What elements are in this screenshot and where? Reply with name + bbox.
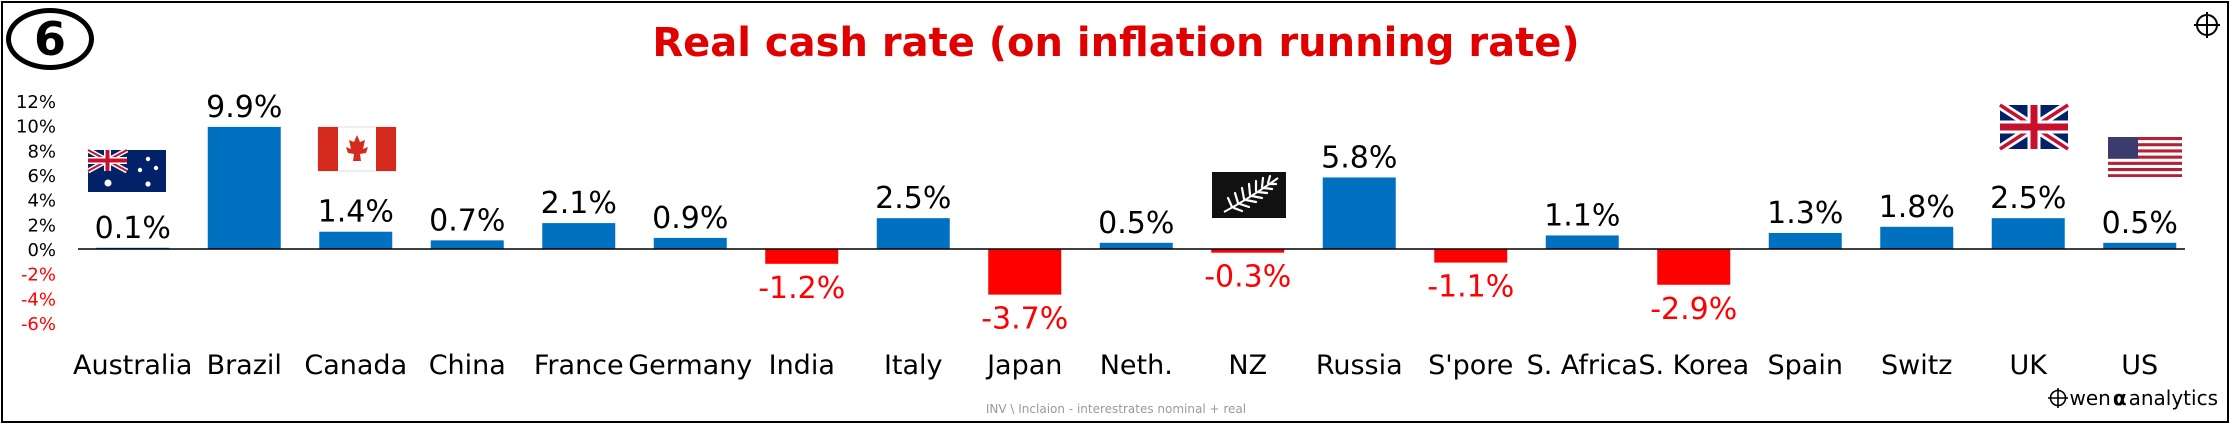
- category-label: Neth.: [1100, 350, 1173, 381]
- bar: [1322, 177, 1396, 249]
- data-label: 1.8%: [1879, 190, 1955, 225]
- y-tick-label: 12%: [16, 92, 56, 113]
- flags: [86, 101, 2182, 218]
- category-label: S. Africa: [1527, 350, 1638, 381]
- bar: [1768, 232, 1842, 249]
- brand-alpha: α: [2112, 386, 2127, 410]
- y-tick-label: 0%: [27, 240, 56, 261]
- y-tick-label: 6%: [27, 166, 56, 187]
- category-label: China: [429, 350, 506, 381]
- category-label: S. Korea: [1638, 350, 1749, 381]
- brand-crosshair-icon: [2047, 388, 2068, 408]
- y-tick-label: 2%: [27, 215, 56, 236]
- data-label: 0.5%: [1098, 206, 1174, 241]
- y-axis: 12% 10% 8% 6% 4% 2% 0% -2% -4% -6%: [16, 92, 56, 335]
- category-label: UK: [2010, 350, 2049, 381]
- y-tick-label: -4%: [21, 289, 56, 310]
- flag-australia: [86, 147, 166, 192]
- bar: [1434, 249, 1508, 263]
- y-tick-label: 8%: [27, 141, 56, 162]
- category-label: Switz: [1881, 350, 1952, 381]
- data-label: 0.1%: [95, 211, 171, 246]
- flag-uk: [1997, 101, 2071, 153]
- data-label: 1.4%: [318, 195, 394, 230]
- category-label: Italy: [884, 350, 943, 381]
- data-label: 2.5%: [1990, 181, 2066, 216]
- data-label: 0.5%: [2102, 206, 2178, 241]
- bars: [96, 126, 2177, 295]
- data-label: -2.9%: [1650, 292, 1737, 327]
- data-label: 1.3%: [1767, 196, 1843, 231]
- bar: [542, 223, 616, 249]
- category-label: Russia: [1316, 350, 1403, 381]
- brand-prefix: wen: [2069, 386, 2111, 410]
- category-label: NZ: [1228, 350, 1267, 381]
- data-label: 0.9%: [652, 201, 728, 236]
- brand-logo: wen α analytics: [2047, 386, 2218, 410]
- value-labels: 0.1% 9.9% 1.4% 0.7% 2.1% 0.9% -1.2% 2.5% -3.7% 0.…: [95, 90, 2178, 337]
- data-label: 2.5%: [875, 181, 951, 216]
- data-label: 1.1%: [1544, 198, 1620, 233]
- y-tick-label: 10%: [16, 117, 56, 138]
- bar: [765, 249, 839, 264]
- category-label: France: [534, 350, 624, 381]
- bar: [1880, 226, 1954, 249]
- bar: [2103, 242, 2177, 249]
- y-tick-label: 4%: [27, 191, 56, 212]
- category-label: Spain: [1768, 350, 1843, 381]
- chart-title: Real cash rate (on inflation running rat…: [652, 20, 1580, 66]
- flag-us: [2108, 137, 2182, 177]
- y-tick-label: -6%: [21, 314, 56, 335]
- data-label: 9.9%: [206, 90, 282, 125]
- data-label: -1.1%: [1427, 270, 1514, 305]
- bar: [1545, 235, 1619, 249]
- bar: [1657, 249, 1731, 285]
- flag-canada: [317, 126, 397, 172]
- bar: [1211, 249, 1285, 253]
- bar: [876, 218, 950, 249]
- category-label: S'pore: [1428, 350, 1513, 381]
- flag-nz-fern: [1212, 172, 1286, 218]
- bar: [430, 240, 504, 249]
- category-label: Brazil: [207, 350, 282, 381]
- category-label: Canada: [304, 350, 407, 381]
- crosshair-icon: [2194, 12, 2220, 38]
- data-label: -0.3%: [1204, 260, 1291, 295]
- bar: [988, 249, 1062, 295]
- y-tick-label: -2%: [21, 265, 56, 286]
- category-label: India: [769, 350, 835, 381]
- data-label: -1.2%: [758, 271, 845, 306]
- category-label: Japan: [985, 350, 1062, 381]
- category-labels: Australia Brazil Canada China France Germany I…: [73, 350, 2158, 381]
- category-label: Australia: [73, 350, 192, 381]
- data-label: 0.7%: [429, 203, 505, 238]
- bar: [319, 231, 393, 249]
- brand-suffix: analytics: [2128, 386, 2218, 410]
- footer-note: INV \ Inclaion - interestrates nominal +…: [985, 402, 1247, 416]
- chart-number-badge: 6: [6, 8, 94, 70]
- data-label: -3.7%: [981, 302, 1068, 337]
- data-label: 2.1%: [541, 186, 617, 221]
- bar: [1099, 242, 1173, 249]
- bar: [207, 126, 281, 249]
- data-label: 5.8%: [1321, 140, 1397, 175]
- bar: [653, 237, 727, 249]
- bar: [1991, 218, 2065, 249]
- category-label: Germany: [628, 350, 752, 381]
- category-label: US: [2121, 350, 2158, 381]
